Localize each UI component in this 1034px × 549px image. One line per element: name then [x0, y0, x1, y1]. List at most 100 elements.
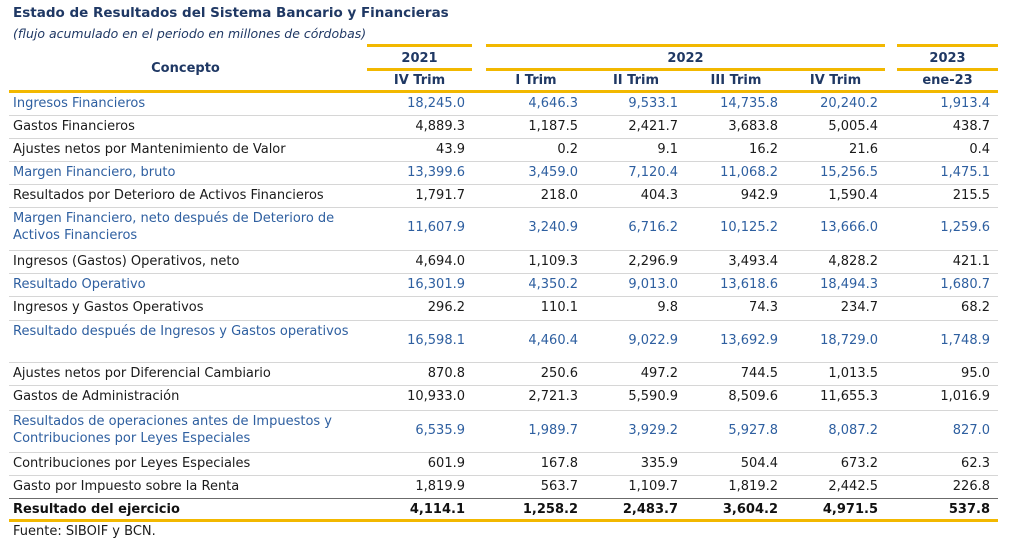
row-value: 3,683.8 [728, 119, 778, 134]
row-value: 1,791.7 [415, 188, 465, 203]
row-value: 250.6 [540, 366, 578, 381]
period-header-2022-iv: IV Trim [809, 73, 862, 88]
year-2023-header: 2023 [929, 51, 966, 66]
row-label: Ingresos y Gastos Operativos [13, 300, 204, 315]
row-value: 110.1 [540, 300, 578, 315]
row-value: 1,913.4 [940, 96, 990, 111]
row-value: 3,929.2 [628, 423, 678, 438]
row-value: 21.6 [849, 142, 878, 157]
row-value: 3,240.9 [528, 220, 578, 235]
table-row: Resultado Operativo 16,301.9 4,350.2 9,013.… [13, 276, 1003, 293]
row-separator [9, 250, 998, 251]
row-value: 3,493.4 [728, 254, 778, 269]
row-value: 11,607.9 [407, 220, 465, 235]
row-value: 1,590.4 [828, 188, 878, 203]
table-row: Ingresos (Gastos) Operativos, neto 4,694.… [13, 253, 1003, 270]
row-label: Resultado del ejercicio [13, 502, 180, 517]
row-value: 3,604.2 [722, 502, 778, 517]
row-value: 6,535.9 [415, 423, 465, 438]
table-row: Margen Financiero, bruto 13,399.6 3,459.0 7… [13, 164, 1003, 181]
period-header-2022-iii: III Trim [710, 73, 762, 88]
row-value: 2,483.7 [622, 502, 678, 517]
row-value: 4,828.2 [828, 254, 878, 269]
row-value: 95.0 [961, 366, 990, 381]
row-value: 9,533.1 [628, 96, 678, 111]
row-value: 8,509.6 [728, 389, 778, 404]
row-separator [9, 296, 998, 297]
row-label: Resultado después de Ingresos y Gastos o… [13, 324, 349, 339]
row-value: 9,013.0 [628, 277, 678, 292]
row-value: 9.8 [657, 300, 678, 315]
row-value: 18,494.3 [820, 277, 878, 292]
row-value: 421.1 [952, 254, 990, 269]
row-value: 1,013.5 [828, 366, 878, 381]
row-value: 43.9 [436, 142, 465, 157]
table-row: Resultados de operaciones antes de Impue… [13, 413, 1003, 447]
row-label: Ingresos (Gastos) Operativos, neto [13, 254, 240, 269]
table-title: Estado de Resultados del Sistema Bancari… [13, 5, 449, 21]
row-value: 5,590.9 [628, 389, 678, 404]
row-value: 68.2 [961, 300, 990, 315]
row-value: 744.5 [740, 366, 778, 381]
row-value: 6,716.2 [628, 220, 678, 235]
row-label: Resultado Operativo [13, 277, 146, 292]
year-2021-header: 2021 [401, 51, 438, 66]
row-value: 4,114.1 [409, 502, 465, 517]
row-value: 1,819.2 [728, 479, 778, 494]
row-label: Resultados de operaciones antes de Impue… [13, 414, 332, 446]
row-separator [9, 320, 998, 321]
row-value: 2,296.9 [628, 254, 678, 269]
row-value: 14,735.8 [720, 96, 778, 111]
row-value: 942.9 [740, 188, 778, 203]
row-value: 1,989.7 [528, 423, 578, 438]
table-subtitle: (flujo acumulado en el periodo en millon… [13, 26, 367, 41]
row-value: 5,005.4 [828, 119, 878, 134]
table-row: Gastos de Administración 10,933.0 2,721.3 5… [13, 388, 1003, 405]
header-top-rule-2021 [367, 44, 472, 47]
row-value: 8,087.2 [828, 423, 878, 438]
row-value: 16,301.9 [407, 277, 465, 292]
table-row: Resultado del ejercicio 4,114.1 1,258.2 2,4… [13, 501, 1003, 518]
row-value: 438.7 [952, 119, 990, 134]
source-note: Fuente: SIBOIF y BCN. [13, 524, 156, 539]
row-value: 62.3 [961, 456, 990, 471]
row-label: Margen Financiero, bruto [13, 165, 176, 180]
row-separator [9, 362, 998, 363]
row-value: 18,729.0 [820, 333, 878, 348]
row-value: 870.8 [427, 366, 465, 381]
row-label: Gastos Financieros [13, 119, 135, 134]
row-value: 673.2 [840, 456, 878, 471]
row-value: 601.9 [427, 456, 465, 471]
row-value: 11,068.2 [720, 165, 778, 180]
row-value: 563.7 [540, 479, 578, 494]
header-mid-rule-2021 [367, 68, 472, 71]
row-value: 537.8 [948, 502, 990, 517]
table-row: Ingresos Financieros 18,245.0 4,646.3 9,533… [13, 95, 1003, 112]
table-row: Contribuciones por Leyes Especiales 601.9… [13, 455, 1003, 472]
row-value: 1,109.3 [528, 254, 578, 269]
row-value: 11,655.3 [820, 389, 878, 404]
concept-column-header: Concepto [151, 61, 220, 76]
row-value: 74.3 [749, 300, 778, 315]
row-value: 13,666.0 [820, 220, 878, 235]
row-value: 504.4 [740, 456, 778, 471]
row-value: 13,618.6 [720, 277, 778, 292]
period-header-2021-iv: IV Trim [393, 73, 446, 88]
row-value: 215.5 [952, 188, 990, 203]
row-value: 7,120.4 [628, 165, 678, 180]
table-row: Ajustes netos por Diferencial Cambiario 8… [13, 365, 1003, 382]
row-label: Contribuciones por Leyes Especiales [13, 456, 251, 471]
table-row: Gastos Financieros 4,889.3 1,187.5 2,421.7 3… [13, 118, 1003, 135]
row-separator [9, 410, 998, 411]
row-separator [9, 207, 998, 208]
period-header-2023-jan: ene-23 [922, 73, 973, 88]
row-value: 2,421.7 [628, 119, 678, 134]
row-label: Ajustes netos por Diferencial Cambiario [13, 366, 271, 381]
header-top-rule-2023 [897, 44, 998, 47]
row-value: 10,933.0 [407, 389, 465, 404]
row-value: 1,819.9 [415, 479, 465, 494]
table-row: Resultado después de Ingresos y Gastos o… [13, 323, 1003, 357]
row-separator [9, 273, 998, 274]
row-value: 4,646.3 [528, 96, 578, 111]
row-label: Gastos de Administración [13, 389, 180, 404]
